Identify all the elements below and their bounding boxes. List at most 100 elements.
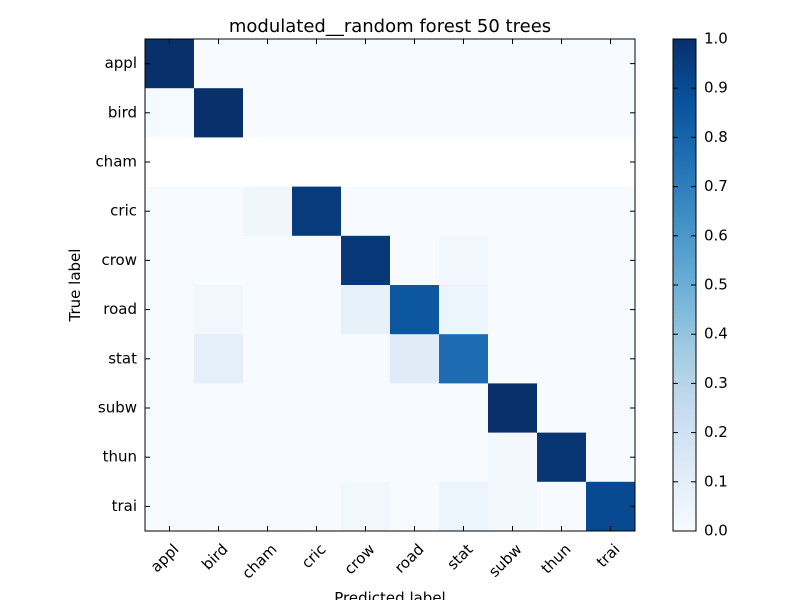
heatmap-cell (488, 88, 538, 138)
x-tick-label: crow (341, 540, 379, 578)
colorbar-tick-label: 0.7 (704, 177, 728, 195)
heatmap-cell (243, 334, 293, 384)
heatmap-cell (488, 481, 538, 532)
heatmap-cell (439, 186, 489, 237)
heatmap-cell (292, 285, 342, 335)
heatmap-cell (537, 235, 587, 286)
heatmap-cell (390, 285, 440, 335)
heatmap-cell (390, 186, 440, 237)
heatmap-cell (341, 88, 391, 138)
heatmap-cell (586, 137, 636, 188)
heatmap-cell (586, 39, 636, 89)
heatmap-cell (243, 186, 293, 237)
heatmap-cell (537, 137, 587, 188)
colorbar-tick-label: 0.6 (704, 226, 728, 244)
heatmap-cell (341, 186, 391, 237)
heatmap-cell (341, 137, 391, 188)
heatmap-cell (586, 285, 636, 335)
colorbar-tick-label: 0.8 (704, 128, 728, 146)
heatmap-cell (194, 481, 244, 532)
heatmap-cell (537, 88, 587, 138)
heatmap-cell (586, 481, 636, 532)
heatmap-cell (488, 432, 538, 483)
heatmap-cell (194, 186, 244, 237)
heatmap-cell (243, 481, 293, 532)
heatmap-cell (292, 186, 342, 237)
heatmap-cell (439, 137, 489, 188)
heatmap-cell (194, 39, 244, 89)
heatmap-cell (537, 39, 587, 89)
heatmap-cell (194, 432, 244, 483)
heatmap-cell (292, 137, 342, 188)
heatmap-cell (341, 235, 391, 286)
heatmap-cell (145, 481, 195, 532)
x-tick-label: cric (298, 540, 330, 572)
heatmap-cell (341, 383, 391, 434)
heatmap-cell (243, 432, 293, 483)
heatmap-cell (243, 137, 293, 188)
heatmap-cell (586, 383, 636, 434)
heatmap-cell (586, 432, 636, 483)
heatmap-cell (194, 137, 244, 188)
heatmap-cell (145, 334, 195, 384)
heatmap-cell (341, 39, 391, 89)
x-axis-label: Predicted label (334, 589, 445, 600)
heatmap-cell (586, 235, 636, 286)
heatmap-cell (292, 383, 342, 434)
heatmap-cell (390, 481, 440, 532)
y-tick-label: crow (101, 251, 137, 269)
heatmap-cell (390, 137, 440, 188)
heatmap-cell (145, 432, 195, 483)
y-tick-label: thun (103, 448, 137, 466)
colorbar-ticks: 0.0 0.1 0.2 0.3 0.4 0.5 0.6 0.7 0.8 0.9 1.0 (673, 30, 728, 540)
heatmap-cell (194, 88, 244, 138)
heatmap-cell (488, 285, 538, 335)
heatmap-cell (586, 186, 636, 237)
x-tick-label: road (391, 540, 428, 577)
heatmap-cell (194, 383, 244, 434)
x-tick-label: bird (198, 540, 231, 573)
heatmap-cell (194, 285, 244, 335)
heatmap-cell (439, 334, 489, 384)
heatmap-cell (439, 235, 489, 286)
colorbar-tick-label: 0.2 (704, 423, 728, 441)
y-tick-label: bird (108, 103, 137, 121)
colorbar-tick-label: 0.9 (704, 79, 728, 97)
heatmap-cell (145, 137, 195, 188)
heatmap-cell (292, 39, 342, 89)
heatmap-cell (341, 285, 391, 335)
heatmap-cell (488, 137, 538, 188)
y-tick-label: appl (105, 54, 137, 72)
heatmap-cell (292, 334, 342, 384)
heatmap-cell (243, 39, 293, 89)
heatmap-cell (537, 481, 587, 532)
heatmap-cell (145, 235, 195, 286)
x-tick-label: subw (485, 540, 525, 580)
heatmap-cell (145, 39, 195, 89)
heatmap-cell (390, 39, 440, 89)
heatmap-cell (341, 481, 391, 532)
heatmap-cell (537, 383, 587, 434)
heatmap-cell (145, 383, 195, 434)
heatmap-cell (390, 88, 440, 138)
plot-frame (144, 38, 636, 532)
heatmap-cell (488, 39, 538, 89)
heatmap-cell (341, 432, 391, 483)
y-tick-label: subw (98, 399, 137, 417)
heatmap-cell (586, 88, 636, 138)
heatmap-cell (439, 432, 489, 483)
heatmap-cell (243, 383, 293, 434)
colorbar-tick-label: 0.4 (704, 325, 728, 343)
x-tick-label: appl (147, 540, 183, 576)
heatmap-cell (439, 39, 489, 89)
x-tick-label: cham (238, 540, 280, 582)
x-tick-labels: appl bird cham cric crow road stat subw thun trai (147, 540, 624, 582)
heatmap-cell (292, 432, 342, 483)
x-tick-label: trai (593, 540, 624, 571)
heatmap-cell (439, 285, 489, 335)
heatmap-cell (439, 481, 489, 532)
heatmap-cell (537, 285, 587, 335)
colorbar-tick-label: 0.3 (704, 374, 728, 392)
heatmap-cell (537, 432, 587, 483)
x-tick-label: stat (443, 540, 476, 573)
